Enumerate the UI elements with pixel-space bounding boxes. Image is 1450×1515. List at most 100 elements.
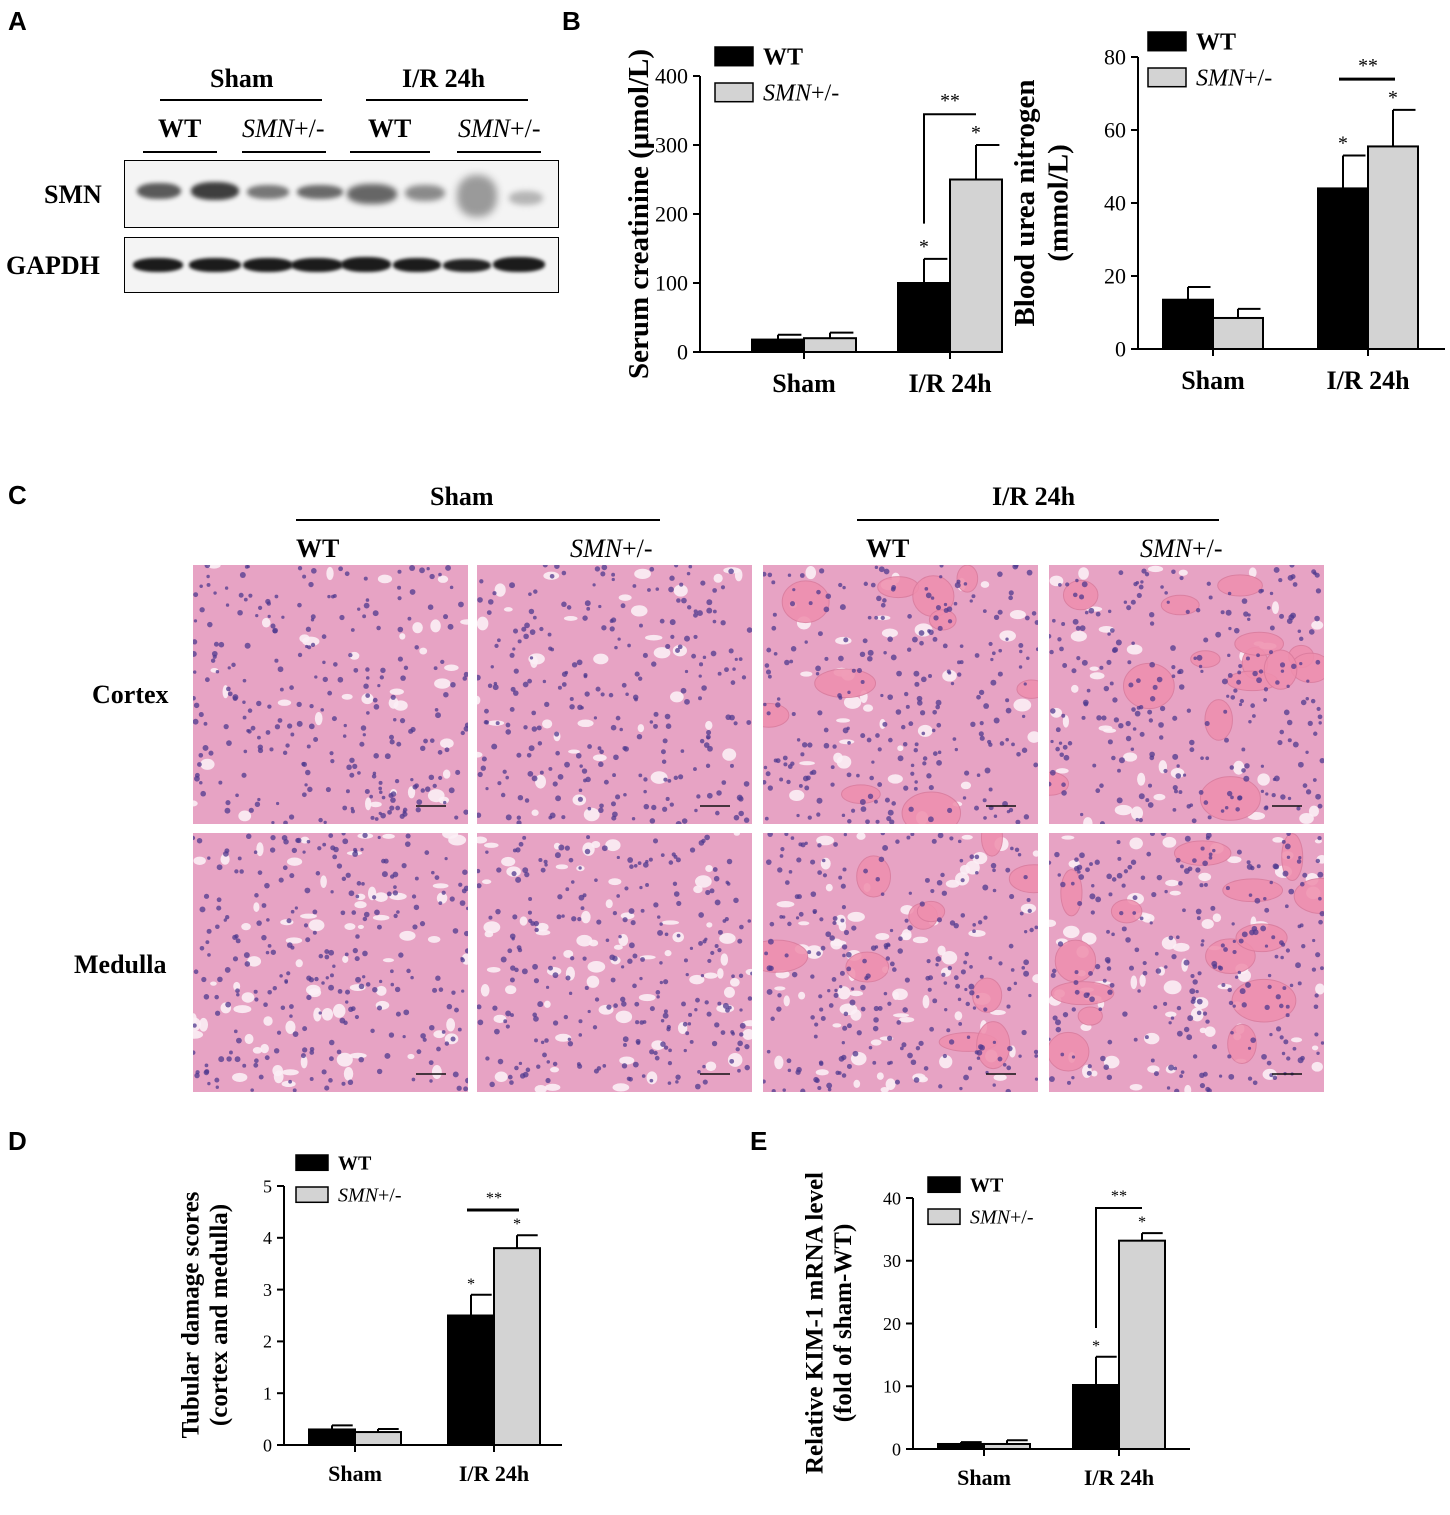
histo-image-cortex-1-nucleus: [267, 614, 271, 618]
histo-image-medulla-1-lumen: [382, 958, 395, 963]
histo-image-cortex-4-nucleus: [1189, 747, 1195, 753]
histo-image-cortex-2-nucleus: [697, 610, 703, 617]
histo-image-cortex-4-nucleus: [1136, 678, 1141, 684]
histo-image-cortex-2-nucleus: [584, 600, 591, 607]
histo-image-cortex-2-nucleus: [505, 775, 510, 780]
histo-image-medulla-3-nucleus: [935, 956, 942, 962]
histo-image-medulla-1-nucleus: [264, 1055, 270, 1061]
histo-image-medulla-1-nucleus: [225, 915, 230, 920]
histo-image-cortex-4-nucleus: [1171, 665, 1176, 670]
histo-image-cortex-2-nucleus: [575, 752, 582, 759]
histo-image-medulla-3-nucleus: [826, 1082, 833, 1089]
histo-image-medulla-2-nucleus: [648, 857, 653, 862]
histo-image-medulla-4-nucleus: [1111, 932, 1115, 937]
histo-image-medulla-1-nucleus: [341, 833, 346, 836]
histo-image-medulla-2-nucleus: [512, 914, 518, 920]
histo-image-medulla-1-lumen: [308, 988, 322, 998]
histo-image-medulla-3-nucleus: [873, 1017, 879, 1023]
histo-image-medulla-2-lumen: [535, 929, 551, 936]
histo-image-cortex-3-nucleus: [871, 760, 875, 764]
histo-image-medulla-1-nucleus: [282, 865, 288, 871]
histo-image-medulla-4-nucleus: [1106, 873, 1112, 880]
histo-image-cortex-1-lumen: [419, 647, 428, 655]
histo-image-cortex-1-nucleus: [318, 817, 323, 823]
histo-image-medulla-4-nucleus: [1228, 1073, 1235, 1080]
histo-image-medulla-4-nucleus: [1108, 892, 1113, 897]
histo-image-medulla-4-nucleus: [1074, 857, 1079, 862]
histo-image-medulla-2-nucleus: [509, 933, 516, 940]
histo-image-cortex-2-nucleus: [733, 814, 740, 821]
histo-image-medulla-3-nucleus: [983, 1007, 988, 1012]
histo-image-medulla-1-nucleus: [239, 869, 244, 874]
histo-image-cortex-3-nucleus: [1018, 665, 1023, 669]
histo-image-medulla-2-nucleus: [485, 850, 489, 854]
kim1-x-tick-label-0: Sham: [957, 1465, 1011, 1490]
histo-image-cortex-3-nucleus: [919, 710, 926, 716]
histo-image-medulla-4-nucleus: [1139, 916, 1144, 921]
histo-image-medulla-1-lumen: [313, 1007, 322, 1022]
histo-image-cortex-2-nucleus: [497, 638, 501, 643]
histo-image-cortex-2-nucleus: [554, 565, 560, 569]
histo-image-medulla-4-nucleus: [1175, 857, 1181, 863]
histo-image-cortex-2-nucleus: [741, 675, 747, 680]
histo-image-medulla-1-lumen: [300, 913, 317, 919]
histo-image-medulla-4-nucleus: [1238, 938, 1244, 944]
histo-image-cortex-3-nucleus: [928, 629, 934, 635]
histo-image-cortex-2-nucleus: [526, 752, 532, 758]
histo-image-medulla-4-nucleus: [1212, 848, 1216, 853]
blot-lane-label-1: WT: [158, 114, 202, 143]
histo-image-cortex-2-nucleus: [531, 726, 538, 732]
histo-image-cortex-3-nucleus: [983, 816, 987, 820]
histo-image-medulla-2-nucleus: [673, 891, 680, 897]
histo-image-cortex-1-nucleus: [265, 730, 271, 735]
histo-image-medulla-3-nucleus: [1013, 981, 1018, 986]
histo-image-cortex-2-lumen: [630, 605, 648, 617]
histo-image-cortex-2-nucleus: [732, 667, 736, 671]
histo-image-cortex-1-nucleus: [327, 594, 331, 599]
histo-image-medulla-3-lumen: [816, 835, 835, 846]
histo-image-medulla-2-nucleus: [672, 881, 678, 886]
histo-image-medulla-3-nucleus: [969, 990, 975, 996]
histo-image-cortex-3-nucleus: [903, 785, 909, 791]
histo-image-cortex-4-nucleus: [1081, 715, 1086, 720]
histo-image-cortex-3-nucleus: [782, 755, 788, 761]
histo-image-cortex-2-nucleus: [537, 741, 543, 746]
histo-image-medulla-2-nucleus: [514, 1065, 519, 1071]
histo-image-cortex-2-nucleus: [528, 745, 535, 752]
histo-image-cortex-2-nucleus: [612, 773, 616, 778]
histo-image-cortex-2-nucleus: [665, 643, 671, 650]
histo-image-cortex-4-nucleus: [1318, 721, 1322, 725]
histo-image-medulla-2-nucleus: [636, 1040, 641, 1045]
histo-image-cortex-3-nucleus: [954, 747, 959, 752]
histo-image-medulla-2-nucleus: [689, 1039, 694, 1044]
histo-image-cortex-4-nucleus: [1252, 670, 1258, 677]
histo-image-cortex-3-nucleus: [882, 598, 887, 603]
histo-image-medulla-3-nucleus: [964, 951, 969, 957]
histo-image-cortex-2-nucleus: [623, 792, 627, 797]
histo-image-medulla-1-nucleus: [216, 864, 223, 871]
histo-image-cortex-2-nucleus: [593, 716, 598, 720]
histo-image-medulla-1-nucleus: [302, 1026, 308, 1032]
histo-image-medulla-4-nucleus: [1246, 860, 1251, 865]
histo-image-medulla-2-nucleus: [635, 1020, 640, 1025]
histo-image-cortex-4-nucleus: [1203, 637, 1209, 643]
histo-image-medulla-4-nucleus: [1090, 910, 1095, 915]
histo-image-medulla-1-nucleus: [381, 871, 388, 878]
histo-image-medulla-4-lumen: [1198, 872, 1212, 882]
histo-image-cortex-2-lumen: [535, 774, 546, 789]
histo-image-cortex-2-nucleus: [728, 568, 734, 575]
histo-image-cortex-4-lumen: [1153, 793, 1166, 801]
histo-image-cortex-2-nucleus: [584, 691, 590, 697]
kim1-y-tick-label-2: 20: [883, 1314, 901, 1334]
histo-image-cortex-1-nucleus: [269, 747, 274, 752]
histo-image-cortex-3-cast: [763, 702, 790, 728]
histo-image-cortex-1-lumen: [277, 699, 292, 706]
histo-image-cortex-4-nucleus: [1314, 615, 1320, 622]
histo-image-medulla-1-nucleus: [235, 938, 241, 944]
kim1-x-tick-label-1: I/R 24h: [1084, 1465, 1154, 1490]
histo-image-cortex-2-lumen: [650, 771, 668, 784]
histo-image-cortex-4-cast: [1199, 776, 1261, 821]
histo-image-medulla-3-nucleus: [958, 1022, 963, 1026]
histo-image-medulla-2-lumen: [581, 910, 591, 924]
creatinine-y-tick-label-1: 100: [655, 271, 688, 296]
